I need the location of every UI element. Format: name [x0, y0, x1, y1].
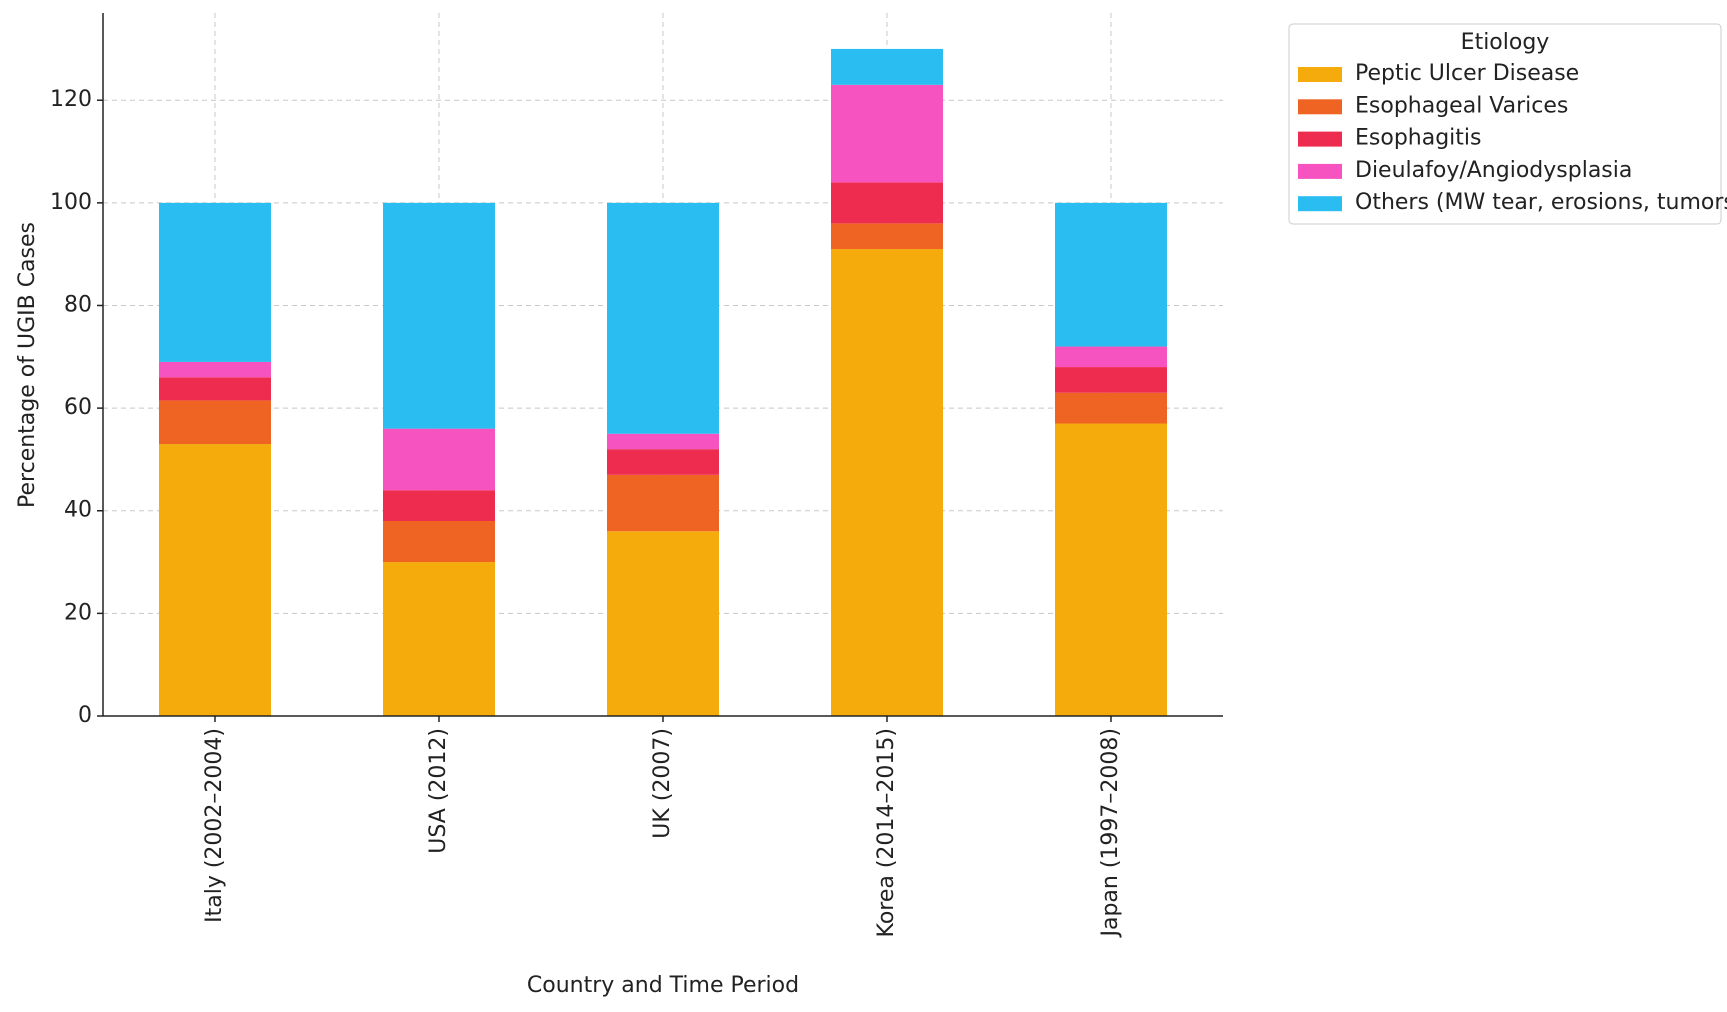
bar-segment: [1055, 346, 1167, 368]
bar-segment: [607, 531, 719, 716]
y-tick-label: 20: [64, 600, 92, 625]
legend-label: Esophagitis: [1355, 126, 1482, 151]
bar-segment: [383, 202, 495, 429]
legend-swatch: [1298, 67, 1342, 82]
y-axis-title: Percentage of UGIB Cases: [15, 222, 40, 508]
bar-segment: [1055, 367, 1167, 393]
bar-segment: [383, 490, 495, 522]
legend-swatch: [1298, 196, 1342, 212]
y-tick-label: 100: [50, 190, 92, 215]
x-tick-label: Japan (1997–2008): [1098, 728, 1123, 939]
y-tick-label: 120: [50, 87, 92, 112]
legend-title: Etiology: [1461, 30, 1550, 55]
legend-swatch: [1298, 131, 1342, 147]
bar-segment: [383, 521, 495, 563]
legend-label: Peptic Ulcer Disease: [1355, 61, 1579, 86]
bar-segment: [1055, 423, 1167, 716]
y-tick-label: 80: [64, 292, 92, 317]
x-tick-label: UK (2007): [650, 728, 675, 839]
bar-segment: [831, 84, 943, 183]
bar-segment: [831, 223, 943, 250]
bar-segment: [159, 361, 271, 378]
bar-segment: [607, 474, 719, 532]
bar-segment: [831, 48, 943, 85]
bar-segment: [159, 202, 271, 362]
x-axis-title: Country and Time Period: [527, 973, 799, 998]
bar-segment: [1055, 392, 1167, 424]
legend-swatch: [1298, 163, 1342, 179]
x-tick-label: Korea (2014–2015): [874, 728, 899, 938]
bar-segment: [383, 428, 495, 491]
bar-segment: [607, 449, 719, 475]
x-tick-label: USA (2012): [426, 728, 451, 854]
legend-label: Dieulafoy/Angiodysplasia: [1355, 158, 1632, 183]
bar-segment: [159, 377, 271, 401]
legend-swatch: [1298, 99, 1342, 115]
bar-segment: [159, 400, 271, 445]
y-tick-label: 40: [64, 498, 92, 523]
legend-label: Esophageal Varices: [1355, 93, 1568, 118]
bar-segment: [159, 444, 271, 716]
legend-label: Others (MW tear, erosions, tumors): [1355, 190, 1727, 215]
bar-segment: [383, 562, 495, 716]
legend-box: [1288, 23, 1722, 225]
bar-segment: [831, 182, 943, 224]
y-tick-label: 60: [64, 395, 92, 420]
x-tick-label: Italy (2002–2004): [202, 728, 227, 923]
bar-segment: [831, 249, 943, 716]
y-tick-label: 0: [78, 703, 92, 728]
bar-segment: [607, 202, 719, 434]
bar-segment: [1055, 202, 1167, 347]
bar-segment: [607, 433, 719, 450]
